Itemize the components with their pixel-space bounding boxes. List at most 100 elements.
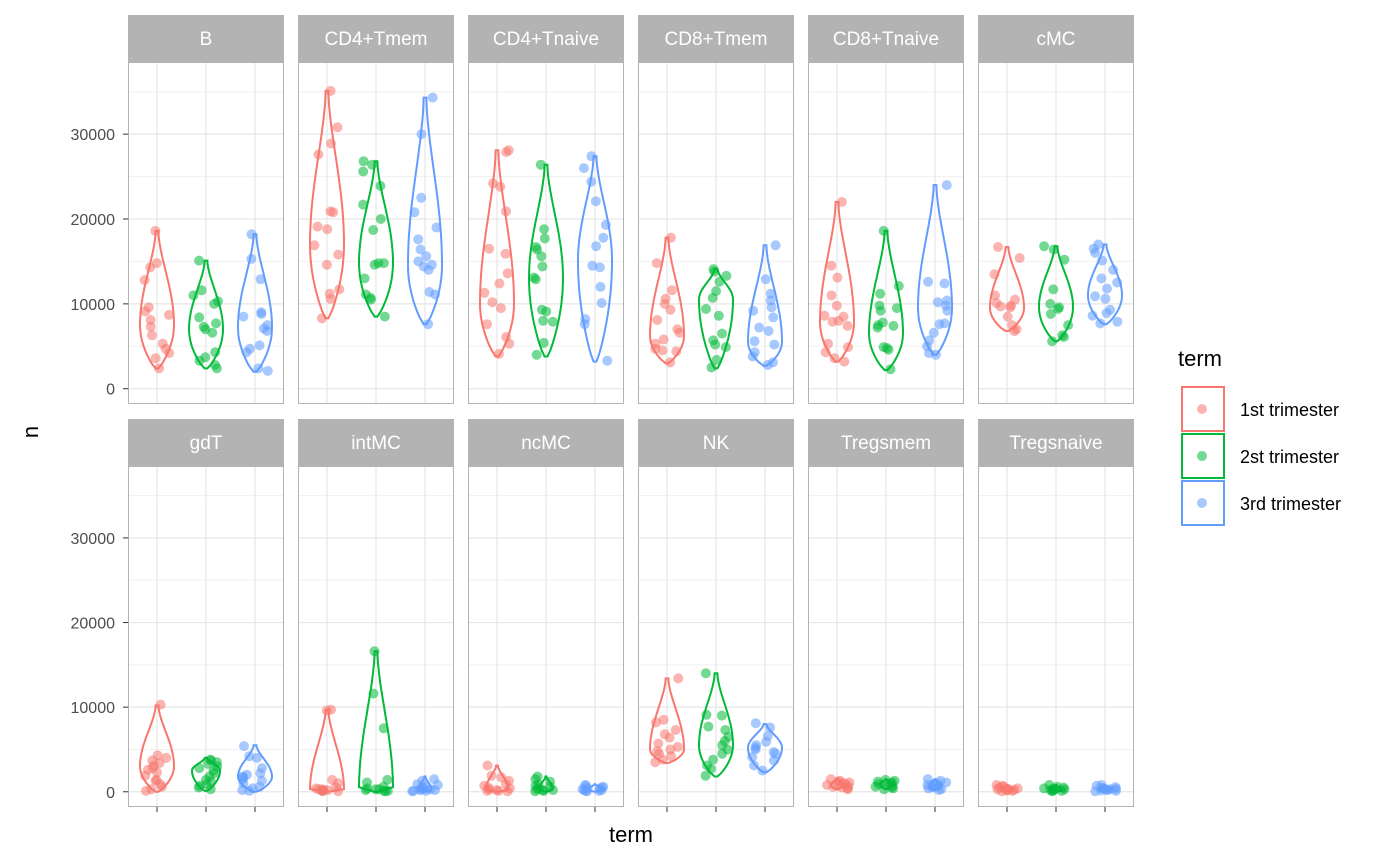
data-point <box>652 315 663 325</box>
data-point <box>586 151 597 162</box>
data-point <box>578 163 589 174</box>
data-point <box>665 232 676 243</box>
data-point <box>819 310 830 321</box>
data-point <box>596 298 607 308</box>
data-point <box>1002 311 1013 322</box>
panel-border <box>808 62 964 404</box>
panels: B CD4+Tmem CD4+Tnaive CD8+Tmem CD8+Tnaive cMC… <box>128 15 1134 812</box>
data-point <box>666 751 677 762</box>
data-point <box>827 316 838 327</box>
data-point <box>928 327 939 338</box>
data-point <box>313 149 324 160</box>
data-point <box>995 301 1006 312</box>
data-point <box>358 166 369 177</box>
data-point <box>317 785 328 796</box>
data-point <box>673 673 684 684</box>
data-point <box>875 305 886 316</box>
data-point <box>717 748 728 759</box>
legend-label: 2st trimester <box>1240 447 1339 467</box>
data-point <box>750 744 761 755</box>
data-point <box>423 264 434 275</box>
data-point <box>413 234 424 245</box>
data-point <box>210 347 221 358</box>
data-point <box>1097 255 1108 266</box>
data-point <box>770 240 781 251</box>
panel-strip-label: CD8+Tmem <box>665 29 768 50</box>
data-point <box>333 249 344 260</box>
data-point <box>150 353 161 364</box>
data-point <box>495 303 506 314</box>
panel-border <box>128 62 284 404</box>
data-point <box>843 342 853 353</box>
data-point <box>1047 786 1058 797</box>
data-point <box>1052 304 1063 314</box>
data-point <box>423 319 434 330</box>
data-point <box>721 270 732 281</box>
panel-strip <box>298 15 454 62</box>
data-point <box>493 785 504 796</box>
panel-strip <box>978 419 1134 466</box>
data-point <box>1108 264 1119 275</box>
data-point <box>872 322 883 333</box>
data-point <box>194 255 205 266</box>
data-point <box>548 785 558 796</box>
data-point <box>539 224 550 235</box>
data-point <box>711 354 722 365</box>
data-point <box>674 327 685 338</box>
data-point <box>152 767 162 778</box>
data-point <box>164 309 174 320</box>
x-axis-title: term <box>609 822 653 847</box>
data-point <box>500 248 511 259</box>
data-point <box>598 232 609 243</box>
data-point <box>211 363 222 374</box>
data-point <box>188 290 199 301</box>
data-point <box>502 786 513 797</box>
panel-strip-label: NK <box>703 433 730 454</box>
data-point <box>375 214 386 224</box>
legend-entries: 1st trimester 2st trimester 3rd trimester <box>1181 386 1341 526</box>
panel-gdt: gdT <box>128 419 284 812</box>
data-point <box>657 754 668 765</box>
data-point <box>842 784 853 795</box>
panel-strip-label: intMC <box>351 433 401 454</box>
data-point <box>146 330 157 341</box>
panel-strip <box>128 15 284 62</box>
data-point <box>658 334 669 345</box>
data-point <box>203 758 213 769</box>
data-point <box>255 274 266 285</box>
data-point <box>493 348 504 359</box>
data-point <box>209 298 220 309</box>
data-point <box>164 348 175 359</box>
data-point <box>701 304 711 314</box>
data-point <box>1090 786 1101 797</box>
data-point <box>415 244 426 255</box>
data-point <box>1090 247 1101 258</box>
data-point <box>749 336 760 347</box>
data-point <box>256 309 267 319</box>
data-point <box>251 752 262 763</box>
data-point <box>501 147 512 157</box>
data-point <box>504 338 515 349</box>
data-point <box>750 718 761 729</box>
data-point <box>990 290 1000 301</box>
violin-2 <box>358 160 394 318</box>
data-point <box>325 293 336 304</box>
panel-strip <box>468 419 624 466</box>
data-point <box>1110 785 1121 796</box>
data-point <box>360 785 371 796</box>
data-point <box>586 176 597 187</box>
legend: term 1st trimester 2st trimester 3rd trime… <box>1178 346 1341 526</box>
data-point <box>541 306 552 317</box>
data-point <box>713 310 724 321</box>
data-point <box>594 262 605 273</box>
data-point <box>707 292 718 303</box>
panel-strip-label: Tregsmem <box>841 433 931 454</box>
data-point <box>241 347 252 358</box>
data-point <box>487 297 498 308</box>
data-point <box>358 156 369 167</box>
data-point <box>989 269 1000 280</box>
data-point <box>1048 244 1059 255</box>
data-point <box>650 757 661 768</box>
data-point <box>653 738 664 749</box>
data-point <box>538 785 549 796</box>
